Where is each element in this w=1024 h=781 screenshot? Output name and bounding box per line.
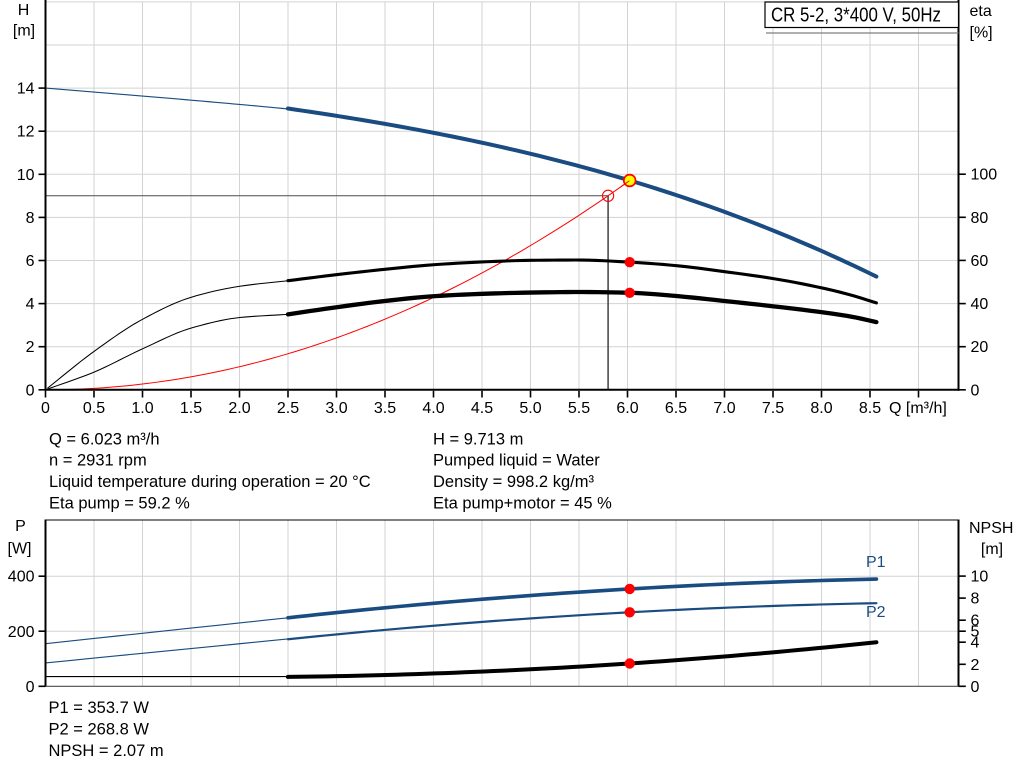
svg-text:7.5: 7.5 bbox=[762, 400, 784, 417]
svg-text:8.5: 8.5 bbox=[859, 400, 881, 417]
svg-text:5.0: 5.0 bbox=[519, 400, 541, 417]
svg-text:0: 0 bbox=[26, 679, 35, 696]
svg-text:8: 8 bbox=[26, 210, 35, 227]
svg-text:Q = 6.023 m³/h: Q = 6.023 m³/h bbox=[49, 430, 160, 448]
svg-text:0: 0 bbox=[971, 679, 980, 696]
svg-text:7.0: 7.0 bbox=[713, 400, 735, 417]
svg-text:60: 60 bbox=[971, 253, 989, 270]
svg-text:2.0: 2.0 bbox=[228, 400, 250, 417]
svg-text:0.5: 0.5 bbox=[83, 400, 105, 417]
svg-text:4.5: 4.5 bbox=[471, 400, 493, 417]
svg-text:2.5: 2.5 bbox=[277, 400, 299, 417]
svg-text:Eta pump = 59.2 %: Eta pump = 59.2 % bbox=[49, 494, 190, 512]
svg-text:12: 12 bbox=[17, 124, 35, 141]
svg-text:P2: P2 bbox=[866, 604, 886, 621]
svg-text:6: 6 bbox=[26, 253, 35, 270]
svg-text:5.5: 5.5 bbox=[568, 400, 590, 417]
svg-text:14: 14 bbox=[17, 81, 35, 98]
svg-text:20: 20 bbox=[971, 339, 989, 356]
svg-text:Pumped liquid = Water: Pumped liquid = Water bbox=[433, 452, 600, 470]
svg-text:H: H bbox=[18, 2, 30, 19]
svg-text:NPSH = 2.07 m: NPSH = 2.07 m bbox=[49, 742, 164, 760]
svg-text:0: 0 bbox=[41, 400, 50, 417]
svg-text:[m]: [m] bbox=[13, 23, 35, 40]
svg-text:Liquid temperature during oper: Liquid temperature during operation = 20… bbox=[49, 473, 371, 491]
svg-text:5: 5 bbox=[971, 624, 980, 641]
svg-text:2: 2 bbox=[26, 339, 35, 356]
svg-text:P2 = 268.8 W: P2 = 268.8 W bbox=[49, 721, 150, 739]
svg-text:10: 10 bbox=[971, 569, 989, 586]
svg-text:4.0: 4.0 bbox=[422, 400, 444, 417]
svg-text:P: P bbox=[15, 518, 26, 535]
svg-text:[W]: [W] bbox=[8, 541, 32, 558]
svg-text:Q [m³/h]: Q [m³/h] bbox=[889, 400, 947, 417]
svg-text:4: 4 bbox=[26, 296, 35, 313]
svg-text:Density = 998.2 kg/m³: Density = 998.2 kg/m³ bbox=[433, 473, 594, 491]
svg-text:NPSH: NPSH bbox=[969, 520, 1013, 537]
svg-text:2: 2 bbox=[971, 657, 980, 674]
svg-text:6: 6 bbox=[971, 613, 980, 630]
svg-text:CR 5-2, 3*400 V, 50Hz: CR 5-2, 3*400 V, 50Hz bbox=[771, 5, 941, 27]
svg-text:40: 40 bbox=[971, 296, 989, 313]
svg-text:400: 400 bbox=[8, 569, 35, 586]
svg-text:1.0: 1.0 bbox=[131, 400, 153, 417]
svg-text:H = 9.713 m: H = 9.713 m bbox=[433, 430, 523, 448]
svg-text:80: 80 bbox=[971, 210, 989, 227]
svg-text:6.0: 6.0 bbox=[616, 400, 638, 417]
svg-text:200: 200 bbox=[8, 624, 35, 641]
svg-text:8.0: 8.0 bbox=[810, 400, 832, 417]
svg-text:0: 0 bbox=[971, 382, 980, 399]
svg-text:1.5: 1.5 bbox=[180, 400, 202, 417]
svg-text:P1: P1 bbox=[866, 554, 886, 571]
svg-text:P1 = 353.7 W: P1 = 353.7 W bbox=[49, 699, 150, 717]
svg-text:Eta pump+motor = 45 %: Eta pump+motor = 45 % bbox=[433, 494, 612, 512]
svg-text:0: 0 bbox=[26, 382, 35, 399]
svg-text:8: 8 bbox=[971, 591, 980, 608]
svg-text:100: 100 bbox=[971, 167, 998, 184]
svg-text:eta: eta bbox=[970, 3, 992, 20]
svg-text:3.5: 3.5 bbox=[374, 400, 396, 417]
svg-text:4: 4 bbox=[971, 635, 980, 652]
svg-text:10: 10 bbox=[17, 167, 35, 184]
svg-text:[%]: [%] bbox=[970, 25, 993, 42]
svg-text:6.5: 6.5 bbox=[665, 400, 687, 417]
svg-text:3.0: 3.0 bbox=[325, 400, 347, 417]
svg-text:n = 2931 rpm: n = 2931 rpm bbox=[49, 452, 147, 470]
svg-text:[m]: [m] bbox=[981, 541, 1003, 558]
